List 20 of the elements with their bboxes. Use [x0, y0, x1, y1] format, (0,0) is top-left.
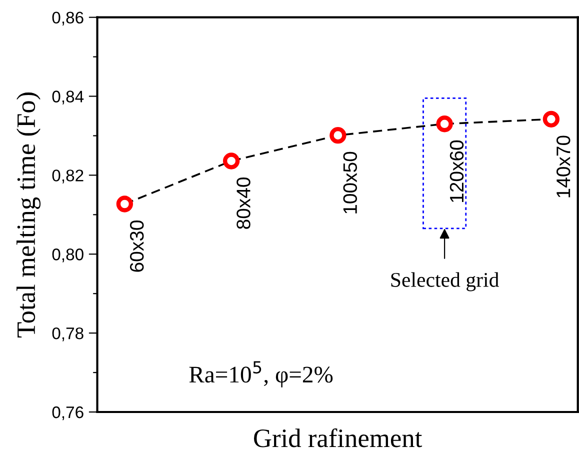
y-tick-label: 0,78 — [52, 327, 84, 342]
x-tick-label: 120x60 — [450, 140, 464, 202]
x-axis-title: Grid rafinement — [254, 428, 422, 448]
y-tick-label: 0,76 — [52, 406, 84, 420]
point — [542, 110, 560, 128]
x-tick-label: 100x50 — [343, 152, 358, 214]
y-tick-label: 0,80 — [52, 248, 84, 262]
y-tick-label: 0,86 — [52, 12, 84, 26]
y-axis-title: Total melting time (Fo) — [16, 92, 41, 338]
y-tick-label: 0,84 — [52, 90, 84, 104]
annotation: Selected grid — [391, 272, 499, 292]
point — [436, 116, 453, 132]
point — [222, 152, 240, 170]
x-tick-label: 80x40 — [236, 178, 250, 229]
point — [116, 196, 134, 212]
y-tick-label: 0,82 — [52, 170, 84, 184]
annotation: Ra=10$^{5}$, φ=2% — [189, 361, 333, 388]
x-tick-label: 60x30 — [130, 220, 144, 272]
point — [330, 127, 346, 144]
x-tick-label: 140x70 — [556, 136, 570, 198]
